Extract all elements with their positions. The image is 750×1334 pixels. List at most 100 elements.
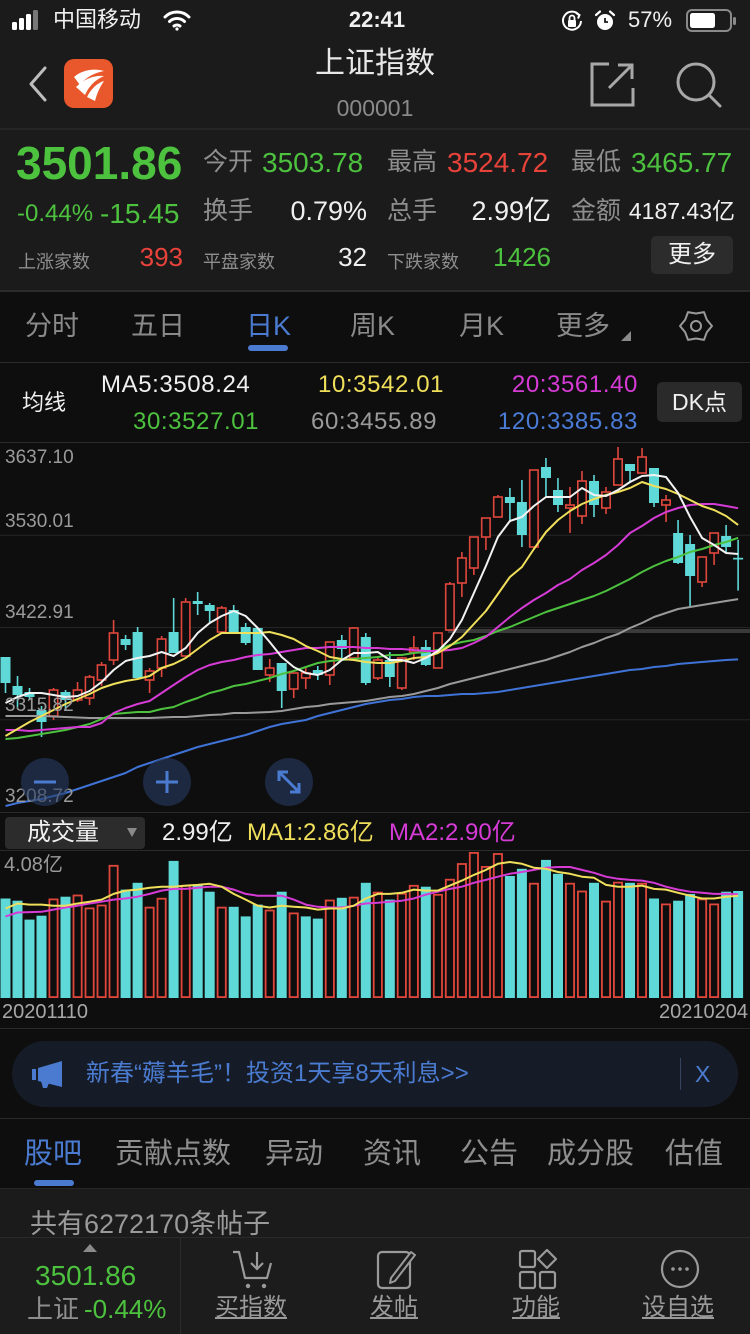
share-icon[interactable] (589, 60, 637, 108)
candle (480, 517, 491, 550)
more-quote-button[interactable]: 更多 (651, 236, 733, 274)
zoom-in-button[interactable] (143, 758, 191, 806)
fullscreen-button[interactable] (265, 758, 313, 806)
back-chevron-icon[interactable] (26, 66, 50, 102)
tab-announcements[interactable]: 公告 (460, 1138, 519, 1170)
tab-daily-k[interactable]: 日K (246, 311, 292, 341)
ma10-line (4, 481, 739, 737)
expand-up-icon[interactable] (83, 1244, 97, 1252)
candle (0, 657, 11, 693)
volume-bar (673, 900, 684, 998)
volume-bar (468, 851, 479, 998)
volume-bar (589, 882, 599, 998)
candle (660, 495, 671, 522)
tab-constituents[interactable]: 成分股 (547, 1138, 635, 1170)
tab-intraday[interactable]: 分时 (25, 311, 79, 341)
volume-bar (120, 889, 131, 998)
volume-bar (721, 891, 732, 998)
app-logo[interactable] (64, 59, 113, 108)
candle (384, 652, 395, 687)
candle (396, 657, 407, 690)
settings-gear-icon[interactable] (678, 308, 714, 344)
zoom-out-button[interactable] (21, 758, 69, 806)
ma-legend-label[interactable]: 均线 (22, 390, 67, 415)
post-button[interactable]: 发帖 (324, 1240, 464, 1334)
volume-bar (372, 891, 383, 998)
volume-bar (649, 898, 659, 998)
low-label: 最低 (571, 148, 622, 176)
tab-forum[interactable]: 股吧 (24, 1138, 83, 1170)
indicator-selector[interactable]: 成交量 (5, 817, 145, 849)
tab-valuation[interactable]: 估值 (665, 1138, 724, 1170)
y-axis-label: 3637.10 (5, 447, 74, 468)
minus-icon (34, 780, 56, 784)
volume-bar (637, 882, 648, 998)
bottom-bar (0, 1237, 750, 1334)
candle (204, 603, 215, 622)
divider (0, 128, 750, 130)
volume-bar (336, 897, 347, 998)
volume-bar (180, 884, 191, 998)
ma120-line (5, 658, 739, 807)
active-content-tab-indicator (34, 1180, 74, 1186)
post-label: 发帖 (370, 1294, 418, 1321)
bottom-index-name: 上证 (27, 1294, 80, 1324)
volume-bar (396, 892, 407, 998)
volume-bar (516, 868, 527, 998)
close-banner-button[interactable]: X (695, 1061, 711, 1087)
buy-index-button[interactable]: 买指数 (181, 1240, 321, 1334)
volume-ma2-line (5, 866, 739, 918)
volume-bar (480, 865, 491, 998)
volume-bar (312, 918, 323, 998)
ma5-value: MA5:3508.24 (101, 371, 251, 398)
tab-five-day[interactable]: 五日 (131, 311, 185, 341)
candle (685, 535, 696, 607)
volume-chart[interactable] (0, 851, 750, 998)
volume-bar (528, 882, 539, 998)
candle (612, 447, 623, 486)
volume-bar (132, 882, 143, 998)
open-label: 今开 (203, 148, 254, 176)
functions-button[interactable]: 功能 (466, 1240, 606, 1334)
start-date: 20201110 (2, 1001, 89, 1023)
divider (0, 812, 750, 813)
tab-movers[interactable]: 异动 (265, 1138, 324, 1170)
candle (636, 448, 647, 474)
high-value: 3524.72 (447, 147, 549, 178)
amount-label: 金额 (571, 197, 622, 225)
volume-bar (0, 898, 11, 998)
volume-bar (324, 899, 335, 998)
clock-time: 22:41 (348, 7, 406, 32)
tab-more[interactable]: 更多 (556, 311, 610, 341)
bottom-price: 3501.86 (35, 1260, 137, 1291)
search-icon[interactable] (674, 60, 724, 108)
promo-banner[interactable]: 新春“薅羊毛”！投资1天享8天利息>> X (12, 1041, 738, 1107)
volume-bar (156, 897, 167, 998)
volume-bar (108, 864, 119, 998)
volume-bar (408, 884, 419, 998)
volume-bar (360, 882, 371, 998)
candle (733, 539, 744, 591)
volume-bar (348, 896, 359, 998)
ma20-line (5, 503, 739, 732)
tab-contribution[interactable]: 贡献点数 (115, 1138, 232, 1170)
divider (0, 442, 750, 443)
volume-ma1-line (5, 861, 739, 911)
orientation-lock-icon (562, 10, 582, 31)
divider (0, 850, 750, 851)
tab-weekly-k[interactable]: 周K (350, 311, 396, 341)
stock-code: 000001 (336, 95, 414, 121)
promo-text[interactable]: 新春“薅羊毛”！投资1天享8天利息>> (86, 1060, 469, 1087)
tab-news[interactable]: 资讯 (363, 1138, 422, 1170)
dk-point-button[interactable]: DK点 (657, 382, 742, 422)
tab-monthly-k[interactable]: 月K (459, 311, 505, 341)
open-value: 3503.78 (262, 147, 364, 178)
candle (600, 487, 611, 514)
carrier-name: 中国移动 (53, 7, 142, 32)
volume-bar (384, 899, 395, 998)
candle (192, 592, 203, 615)
add-watchlist-button[interactable]: 设自选 (608, 1240, 748, 1334)
kline-chart[interactable] (0, 443, 750, 812)
functions-label: 功能 (512, 1294, 560, 1321)
candle (553, 478, 563, 512)
